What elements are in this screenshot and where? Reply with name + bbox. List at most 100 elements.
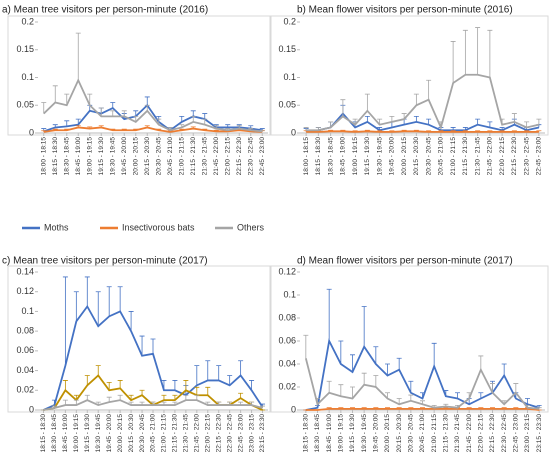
x-tick-label: 22:45 - 23:00 — [237, 414, 244, 453]
y-tick-label: 0.05 — [278, 100, 296, 110]
plot-frame — [269, 265, 549, 413]
x-tick-label: 19:00 - 19:15 — [86, 137, 93, 176]
error-bar — [462, 29, 468, 75]
error-bar — [350, 354, 355, 373]
x-tick-label: 21:45 - 22:00 — [213, 137, 220, 176]
series-line — [305, 338, 540, 411]
x-tick-label: 21:15 - 21:30 — [190, 137, 197, 176]
plot-frame — [7, 265, 272, 413]
y-tick-label: 0 — [291, 127, 296, 137]
x-tick-label: 22:45 - 23:00 — [536, 137, 543, 176]
x-tick-label: 18:30 - 18:45 — [327, 137, 334, 176]
x-tick-label: 22:15 - 22:30 — [215, 414, 222, 453]
x-tick-label: 20:15 - 20:30 — [396, 414, 403, 453]
x-tick-label: 19:15 - 19:30 — [84, 414, 91, 453]
x-tick-label: 20:00 - 20:15 — [132, 137, 139, 176]
series-line — [306, 130, 539, 133]
x-tick-label: 20:00 - 20:15 — [117, 414, 124, 453]
x-tick-label: 19:30 - 19:45 — [376, 137, 383, 176]
y-tick-label: 0.1 — [21, 72, 34, 82]
chart-title: a) Mean tree visitors per person-minute … — [2, 5, 208, 16]
error-bar — [249, 380, 255, 391]
error-bar — [95, 365, 101, 376]
error-bar — [536, 118, 542, 125]
x-tick-label: 22:00 - 22:15 — [478, 414, 485, 453]
x-tick-label: 21:00 - 21:15 — [450, 137, 457, 176]
error-bar — [361, 372, 367, 385]
error-bar — [340, 99, 346, 117]
x-tick-label: 20:00 - 20:15 — [384, 414, 391, 453]
x-tick-label: 23:15 - 23:30 — [259, 414, 266, 453]
x-tick-label: 23:15 - 23:30 — [536, 414, 543, 453]
x-tick-label: 20:00 - 20:15 — [401, 137, 408, 176]
error-bar — [205, 360, 211, 381]
x-tick-label: 20:45 - 21:00 — [167, 137, 174, 176]
series-line — [43, 126, 263, 133]
x-tick-label: 22:00 - 22:15 — [499, 137, 506, 176]
error-bar — [373, 346, 379, 364]
error-bar — [194, 365, 200, 386]
x-tick-label: 21:30 - 21:45 — [201, 137, 208, 176]
error-bar — [326, 380, 332, 393]
x-tick-label: 18:45 - 19:00 — [62, 414, 69, 453]
x-tick-label: 18:15 - 18:30 — [315, 137, 322, 176]
error-bar — [73, 291, 79, 322]
x-tick-label: 22:30 - 22:45 — [501, 414, 508, 453]
x-tick-label: 22:00 - 22:15 — [204, 414, 211, 453]
x-tick-label: 18:00 - 18:15 — [303, 137, 310, 176]
error-bar — [75, 32, 81, 81]
error-bar — [426, 118, 432, 125]
x-tick-label: 22:30 - 22:45 — [226, 414, 233, 453]
error-bar — [62, 380, 68, 391]
y-tick-label: 0.06 — [278, 335, 296, 345]
y-tick-label: 0.04 — [278, 358, 296, 368]
x-tick-label: 18:45 - 19:00 — [326, 414, 333, 453]
series-line — [43, 304, 264, 411]
error-bar — [238, 360, 244, 376]
error-bar — [84, 276, 90, 307]
series-line — [304, 358, 540, 410]
x-tick-label: 20:30 - 20:45 — [408, 414, 415, 453]
x-tick-label: 18:15 - 18:30 — [40, 414, 47, 453]
x-tick-label: 19:45 - 20:00 — [106, 414, 113, 453]
x-tick-label: 22:15 - 22:30 — [236, 137, 243, 176]
y-tick-label: 0.1 — [21, 306, 34, 316]
error-bar — [487, 29, 493, 78]
y-tick-label: 0.2 — [21, 16, 34, 26]
x-tick-label: 21:30 - 21:45 — [474, 137, 481, 176]
x-tick-label: 19:30 - 19:45 — [109, 137, 116, 176]
x-tick-label: 23:00 - 23:15 — [248, 414, 255, 453]
y-tick-label: 0.08 — [16, 326, 34, 336]
y-tick-label: 0 — [29, 127, 34, 137]
y-tick-label: 0 — [29, 404, 34, 414]
y-tick-label: 0.1 — [283, 289, 296, 299]
x-tick-label: 20:15 - 20:30 — [128, 414, 135, 453]
error-bar — [385, 363, 390, 376]
x-tick-label: 19:30 - 19:45 — [361, 414, 368, 453]
error-bar — [501, 363, 507, 376]
x-tick-label: 22:15 - 22:30 — [489, 414, 496, 453]
error-bar — [110, 110, 116, 117]
x-tick-label: 21:15 - 21:30 — [443, 414, 450, 453]
x-tick-label: 18:15 - 18:30 — [52, 137, 59, 176]
x-tick-label: 21:45 - 22:00 — [194, 414, 201, 453]
y-tick-label: 0.02 — [16, 385, 34, 395]
x-tick-label: 21:45 - 22:00 — [466, 414, 473, 453]
x-tick-label: 21:15 - 21:30 — [172, 414, 179, 453]
x-tick-label: 21:00 - 21:15 — [178, 137, 185, 176]
error-bar — [52, 85, 58, 103]
x-tick-label: 22:30 - 22:45 — [247, 137, 254, 176]
error-bar — [361, 306, 367, 347]
x-tick-label: 18:30 - 18:45 — [51, 414, 58, 453]
y-tick-label: 0 — [291, 404, 296, 414]
x-tick-label: 19:45 - 20:00 — [373, 414, 380, 453]
plot-frame — [7, 15, 272, 136]
y-tick-label: 0.02 — [278, 381, 296, 391]
error-bar — [450, 41, 456, 84]
error-bar — [396, 357, 402, 370]
error-bar — [487, 121, 493, 128]
y-tick-label: 0.06 — [16, 345, 34, 355]
x-tick-label: 18:30 - 18:45 — [63, 137, 70, 176]
error-bar — [350, 386, 355, 399]
error-bar — [183, 380, 189, 391]
